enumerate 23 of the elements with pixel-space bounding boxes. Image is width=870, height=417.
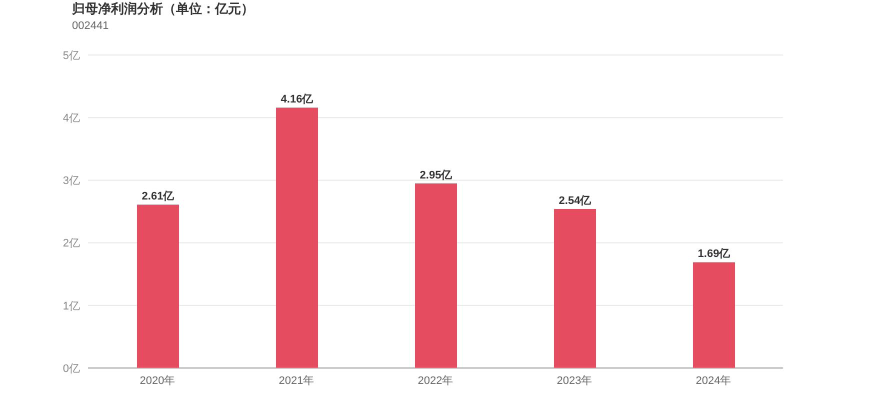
bar <box>554 208 596 368</box>
bar <box>276 108 318 368</box>
data-label: 2.54亿 <box>558 194 592 207</box>
bar <box>137 204 179 368</box>
x-tick-label: 2023年 <box>556 374 592 387</box>
y-tick-label: 3亿 <box>62 175 80 188</box>
bar <box>693 262 735 368</box>
chart-subtitle: 002441 <box>72 20 109 32</box>
x-tick-label: 2022年 <box>418 374 454 387</box>
y-tick-label: 0亿 <box>62 362 80 375</box>
chart-title: 归母净利润分析（单位：亿元） <box>72 0 254 18</box>
data-label: 1.69亿 <box>698 248 732 260</box>
data-label: 2.95亿 <box>420 169 454 182</box>
y-tick-label: 4亿 <box>62 112 80 125</box>
data-label: 4.16亿 <box>280 94 314 106</box>
y-tick-label: 2亿 <box>62 238 80 250</box>
x-tick-label: 2021年 <box>278 374 314 387</box>
x-tick-label: 2020年 <box>140 374 176 387</box>
data-label: 2.61亿 <box>142 190 176 203</box>
bar <box>415 183 457 368</box>
y-tick-label: 5亿 <box>62 50 80 62</box>
x-tick-label: 2024年 <box>696 374 732 387</box>
y-tick-label: 1亿 <box>62 300 80 312</box>
